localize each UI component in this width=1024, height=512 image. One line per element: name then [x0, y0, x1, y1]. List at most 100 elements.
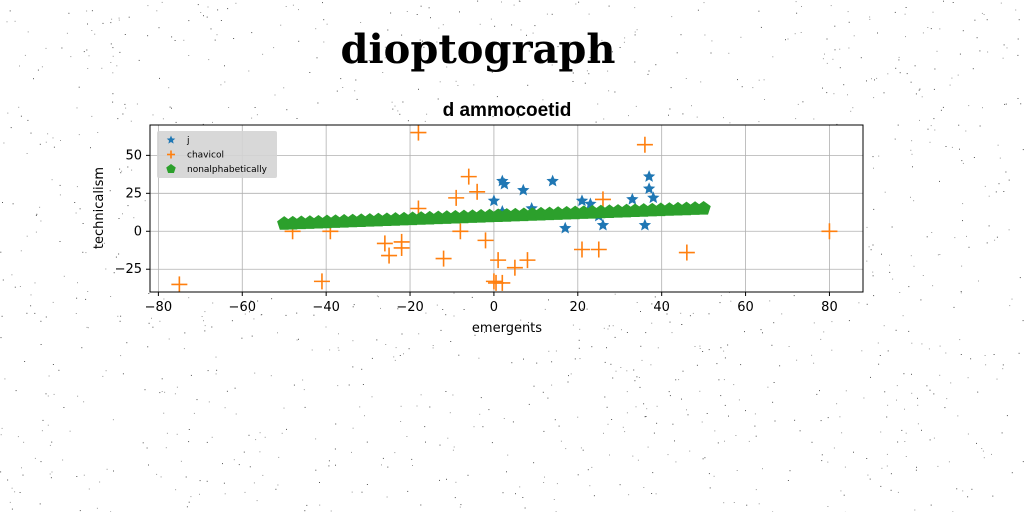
noise-dot — [727, 344, 729, 346]
noise-dot — [899, 72, 901, 74]
noise-dot — [960, 292, 962, 294]
noise-dot — [534, 25, 536, 27]
noise-dot — [338, 333, 339, 335]
noise-dot — [418, 55, 420, 57]
noise-dot — [891, 226, 893, 228]
noise-dot — [264, 436, 266, 438]
noise-dot — [635, 406, 637, 408]
noise-dot — [40, 461, 42, 463]
noise-dot — [755, 435, 757, 437]
noise-dot — [278, 456, 280, 458]
y-tick-label: 0 — [134, 224, 142, 239]
noise-dot — [105, 370, 107, 372]
noise-dot — [199, 480, 201, 482]
noise-dot — [77, 282, 78, 284]
noise-dot — [951, 77, 953, 79]
noise-dot — [455, 481, 457, 483]
noise-dot — [847, 11, 849, 13]
noise-dot — [981, 12, 983, 14]
data-point — [410, 124, 427, 141]
noise-dot — [795, 1, 797, 3]
noise-dot — [454, 497, 456, 499]
noise-dot — [86, 10, 88, 12]
noise-dot — [91, 115, 93, 117]
noise-dot — [78, 134, 80, 136]
noise-dot — [669, 108, 671, 110]
noise-dot — [577, 474, 579, 476]
noise-dot — [872, 156, 874, 158]
noise-dot — [962, 30, 964, 32]
noise-dot — [128, 151, 130, 153]
noise-dot — [420, 5, 422, 7]
noise-dot — [127, 205, 129, 207]
plot-frame — [149, 124, 864, 293]
noise-dot — [976, 37, 978, 39]
noise-dot — [626, 412, 628, 414]
noise-dot — [102, 243, 104, 245]
noise-dot — [120, 172, 122, 174]
noise-dot — [2, 279, 4, 281]
noise-dot — [285, 6, 287, 7]
data-point — [573, 241, 590, 258]
noise-dot — [834, 25, 836, 27]
noise-dot — [52, 137, 54, 139]
noise-dot — [607, 70, 609, 72]
noise-dot — [988, 225, 990, 227]
noise-dot — [484, 331, 485, 333]
noise-dot — [147, 346, 149, 348]
noise-dot — [822, 87, 823, 89]
noise-dot — [129, 270, 131, 272]
x-tick-label: 40 — [653, 300, 670, 315]
noise-dot — [910, 149, 912, 151]
noise-dot — [730, 300, 732, 302]
noise-dot — [773, 322, 775, 324]
noise-dot — [112, 93, 114, 95]
noise-dot — [407, 120, 409, 122]
noise-dot — [970, 358, 972, 360]
noise-dot — [744, 331, 745, 333]
noise-dot — [248, 434, 250, 436]
noise-dot — [921, 429, 922, 431]
noise-dot — [769, 300, 771, 302]
noise-dot — [933, 393, 935, 395]
noise-dot — [319, 504, 321, 506]
noise-dot — [974, 19, 976, 21]
noise-dot — [582, 449, 584, 451]
noise-dot — [87, 23, 88, 25]
y-tick-label: −25 — [115, 262, 142, 277]
noise-dot — [560, 440, 562, 442]
noise-dot — [502, 492, 504, 494]
noise-dot — [943, 0, 944, 2]
noise-dot — [569, 41, 571, 43]
noise-dot — [10, 127, 12, 129]
noise-dot — [1022, 320, 1024, 322]
noise-dot — [944, 407, 946, 409]
noise-dot — [636, 376, 638, 378]
noise-dot — [352, 427, 354, 429]
noise-dot — [421, 40, 423, 42]
noise-dot — [755, 489, 757, 491]
noise-dot — [918, 89, 920, 91]
noise-dot — [45, 141, 47, 143]
noise-dot — [603, 327, 605, 329]
noise-dot — [453, 315, 455, 317]
noise-dot — [138, 59, 140, 61]
noise-dot — [959, 339, 961, 341]
noise-dot — [839, 67, 841, 69]
noise-dot — [779, 365, 781, 367]
noise-dot — [1006, 415, 1008, 417]
noise-dot — [710, 52, 712, 54]
noise-dot — [956, 488, 958, 490]
noise-dot — [892, 278, 894, 280]
noise-dot — [826, 62, 828, 64]
noise-dot — [589, 485, 591, 487]
noise-dot — [352, 366, 354, 368]
noise-dot — [628, 115, 629, 117]
noise-dot — [691, 105, 692, 107]
noise-dot — [361, 491, 363, 493]
noise-dot — [995, 191, 997, 193]
noise-dot — [651, 493, 653, 494]
noise-dot — [169, 106, 171, 108]
noise-dot — [723, 502, 725, 504]
noise-dot — [326, 23, 328, 25]
